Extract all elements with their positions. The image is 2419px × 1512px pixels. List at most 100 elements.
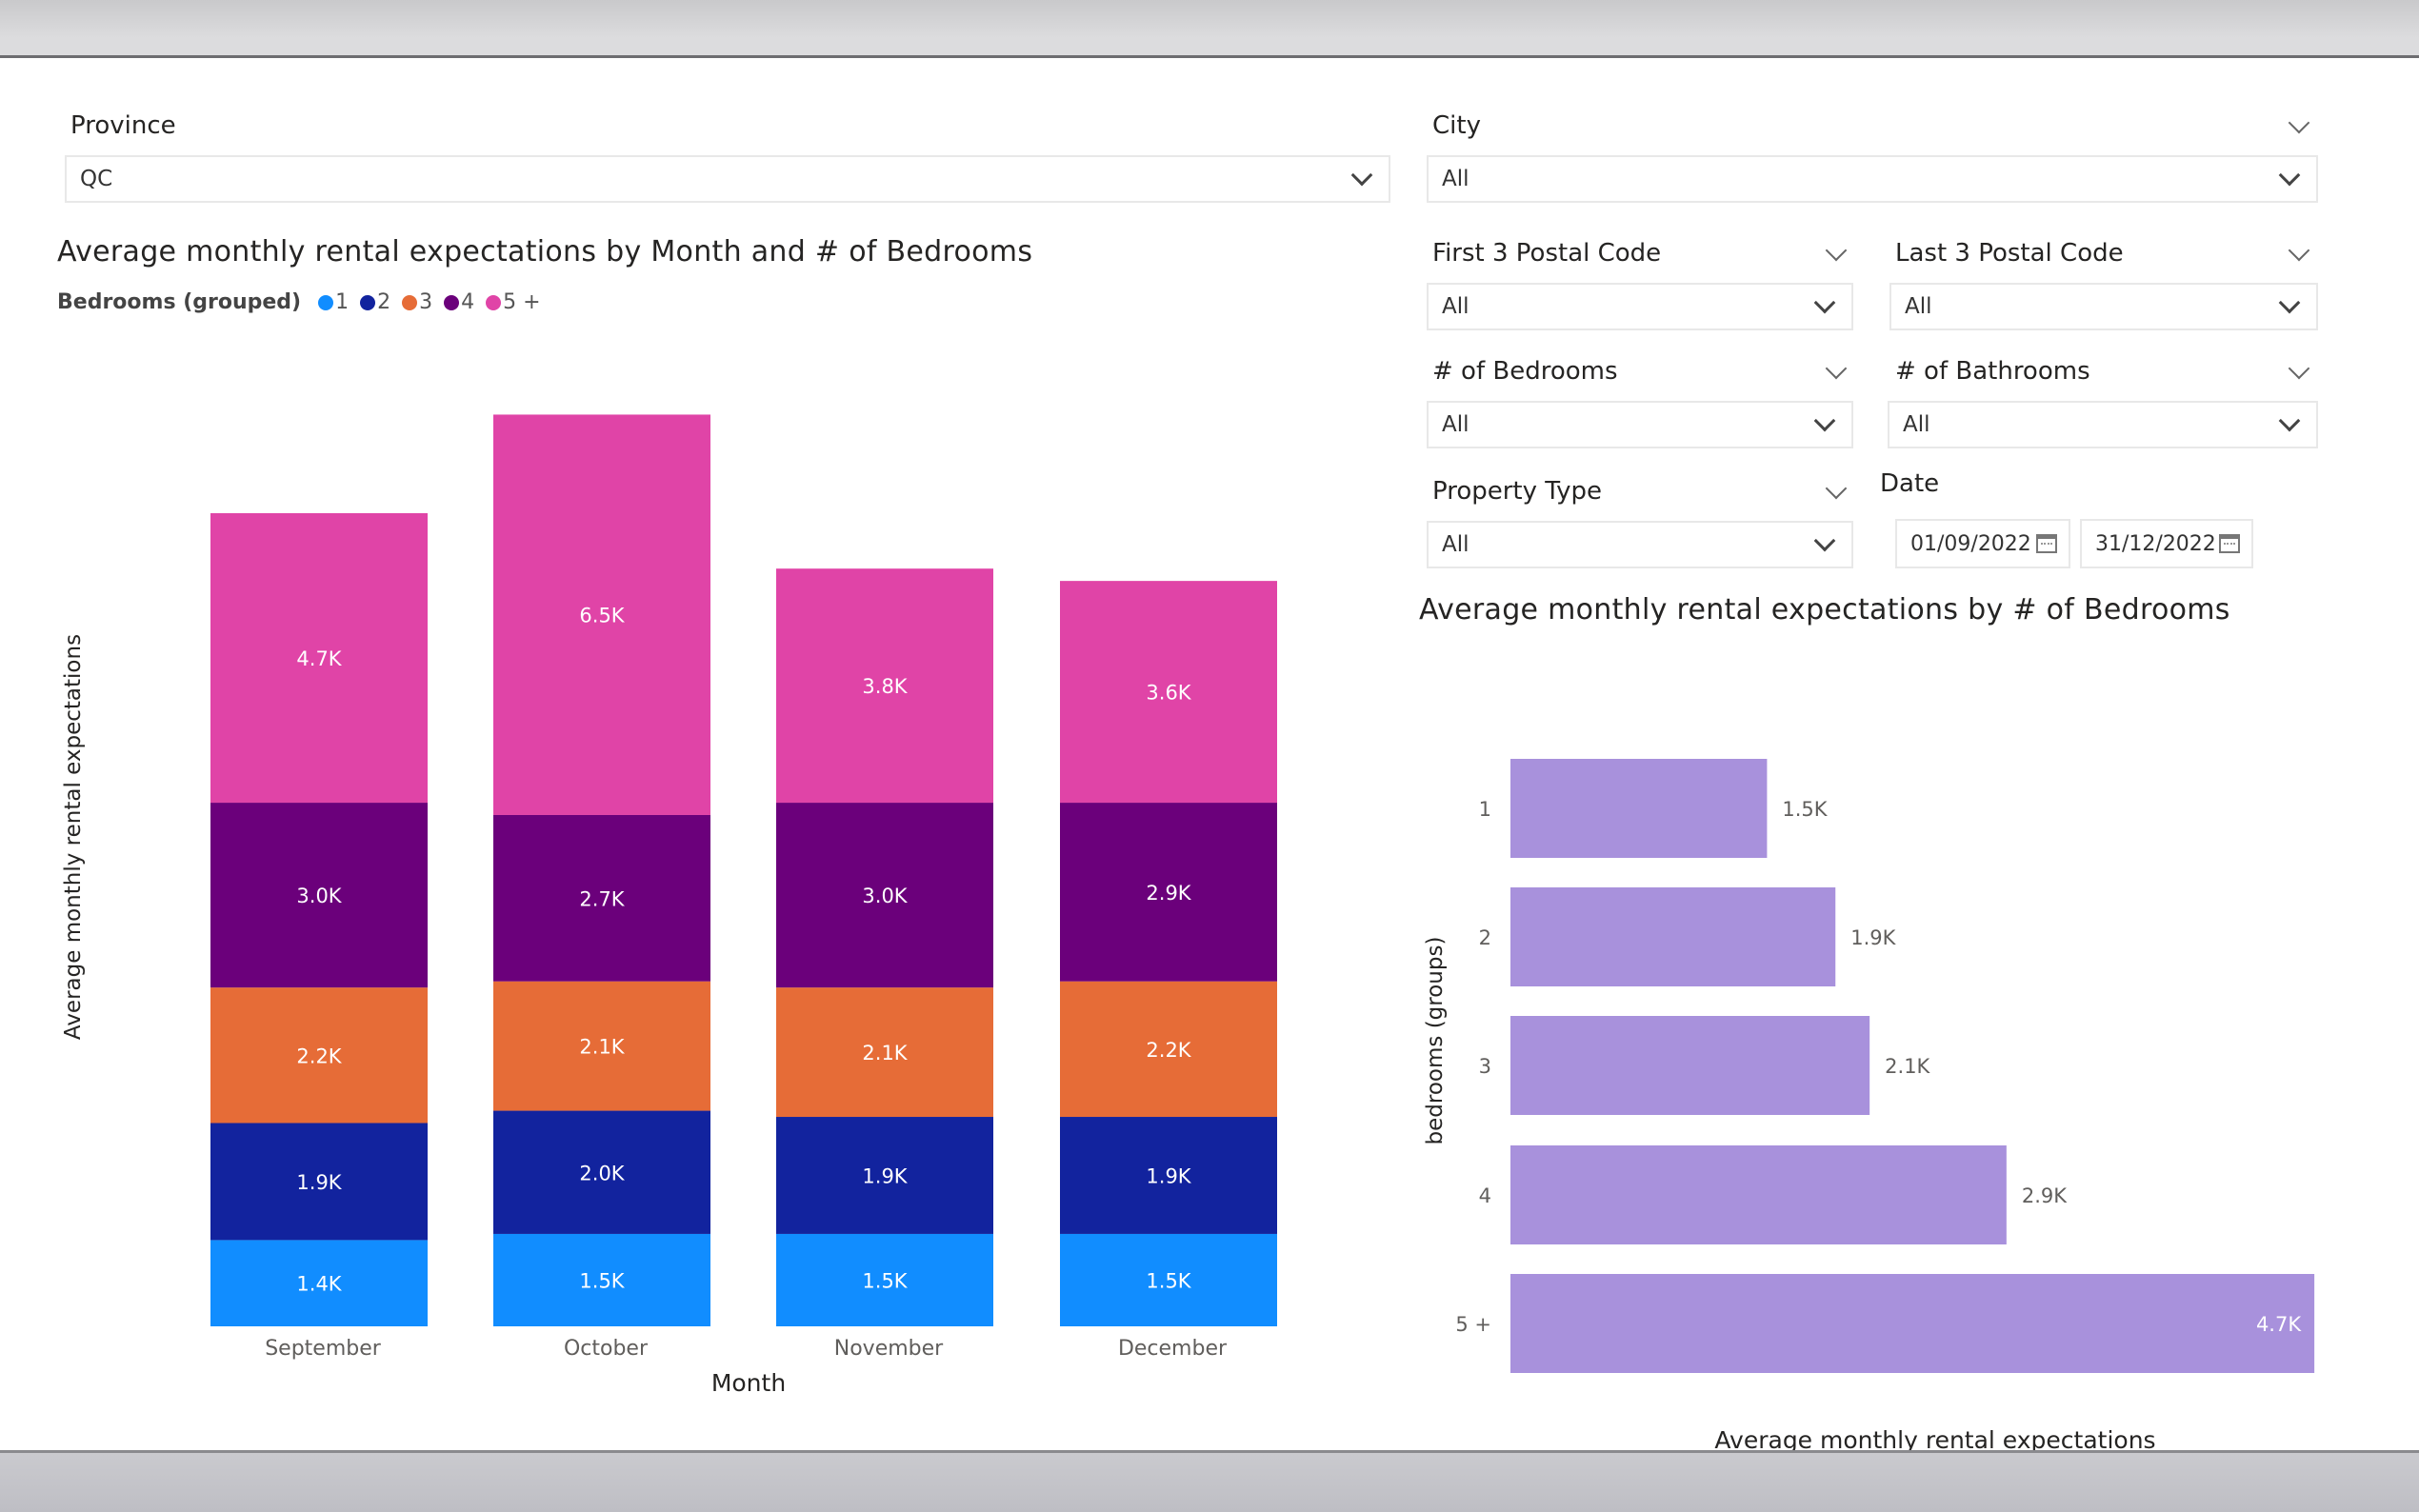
bar-segment[interactable] <box>210 512 428 804</box>
property-type-slicer-title: Property Type <box>1432 477 1603 506</box>
data-label: 2.1K <box>1885 1055 1930 1078</box>
hbar[interactable] <box>1510 1145 2007 1244</box>
data-label: 1.5K <box>1146 1269 1191 1292</box>
property-type-dropdown[interactable]: All <box>1427 521 1853 568</box>
bar-segment[interactable] <box>776 987 993 1118</box>
bathrooms-dropdown[interactable]: All <box>1888 401 2318 448</box>
legend-item-4[interactable]: 4 <box>444 290 474 314</box>
chevron-down-icon[interactable] <box>2288 239 2310 262</box>
bar-segment[interactable] <box>493 981 710 1111</box>
legend-dot <box>444 294 460 310</box>
bar-segment[interactable] <box>776 803 993 988</box>
data-label: 2.1K <box>579 1036 625 1059</box>
bathrooms-slicer-title: # of Bathrooms <box>1895 357 2090 386</box>
chevron-down-icon <box>1813 291 1836 314</box>
y-axis-title: bedrooms (groups) <box>1423 937 1448 1145</box>
bedrooms-dropdown[interactable]: All <box>1427 401 1853 448</box>
bar-segment[interactable] <box>1060 981 1277 1118</box>
data-label: 2.2K <box>296 1044 342 1067</box>
data-label: 2.0K <box>579 1162 625 1184</box>
hbar[interactable] <box>1510 1274 2315 1373</box>
bar-segment[interactable] <box>776 1117 993 1234</box>
calendar-icon[interactable] <box>2036 534 2057 553</box>
chevron-down-icon <box>1813 409 1836 432</box>
bar-segment[interactable] <box>493 1110 710 1234</box>
province-dropdown[interactable]: QC <box>65 155 1390 203</box>
x-axis-title: Average monthly rental expectations <box>1714 1426 2155 1453</box>
hbar[interactable] <box>1510 759 1768 858</box>
data-label: 4.7K <box>296 647 342 670</box>
calendar-icon[interactable] <box>2219 534 2240 553</box>
data-label: 1.9K <box>862 1164 908 1187</box>
bar-segment[interactable] <box>210 803 428 988</box>
bar-segment[interactable] <box>210 1123 428 1241</box>
data-label: 1.9K <box>1850 926 1896 949</box>
legend-dot <box>318 294 334 310</box>
legend-label: 3 <box>419 290 433 314</box>
legend-item-3[interactable]: 3 <box>402 290 432 314</box>
bar-segment[interactable] <box>1060 1233 1277 1326</box>
chevron-down-icon <box>2278 291 2301 314</box>
chevron-down-icon[interactable] <box>1825 477 1848 500</box>
x-tick-label: December <box>1118 1337 1228 1361</box>
chevron-down-icon <box>2278 164 2301 187</box>
x-tick-label: November <box>834 1337 944 1361</box>
city-dropdown-value: All <box>1442 167 1469 191</box>
data-label: 2.2K <box>1146 1039 1191 1062</box>
chevron-down-icon[interactable] <box>1825 357 1848 380</box>
province-slicer-title: Province <box>70 111 176 140</box>
legend-label: 5 + <box>503 290 541 314</box>
date-slicer-title: Date <box>1880 469 1940 498</box>
legend-label: 1 <box>335 290 350 314</box>
date-start-input[interactable]: 01/09/2022 <box>1895 519 2070 568</box>
data-label: 2.9K <box>1146 882 1191 905</box>
report-canvas: Province QC City All First 3 Postal Code… <box>0 55 2419 1453</box>
stacked-chart-title: Average monthly rental expectations by M… <box>57 235 1033 269</box>
last3-dropdown-value: All <box>1905 294 1932 319</box>
legend-title: Bedrooms (grouped) <box>57 290 302 314</box>
stacked-chart-legend: Bedrooms (grouped) 1 2 3 4 5 + <box>57 290 547 314</box>
bar-segment[interactable] <box>1060 1117 1277 1234</box>
bedrooms-dropdown-value: All <box>1442 412 1469 437</box>
data-label: 1.4K <box>296 1273 342 1296</box>
bar-segment[interactable] <box>1060 803 1277 982</box>
legend-item-1[interactable]: 1 <box>318 290 349 314</box>
legend-label: 4 <box>461 290 475 314</box>
y-tick-label: 5 + <box>1455 1313 1491 1336</box>
city-slicer-title: City <box>1432 111 1481 140</box>
city-dropdown[interactable]: All <box>1427 155 2318 203</box>
bar-segment[interactable] <box>776 568 993 804</box>
bedrooms-slicer-title: # of Bedrooms <box>1432 357 1618 386</box>
chevron-down-icon[interactable] <box>2288 357 2310 380</box>
data-label: 1.5K <box>1782 798 1828 821</box>
bar-segment[interactable] <box>210 987 428 1124</box>
data-label: 1.5K <box>579 1269 625 1292</box>
first3-dropdown-value: All <box>1442 294 1469 319</box>
bar-segment[interactable] <box>493 814 710 982</box>
bar-segment[interactable] <box>210 1240 428 1326</box>
y-tick-label: 4 <box>1479 1184 1491 1207</box>
bar-segment[interactable] <box>1060 581 1277 804</box>
first3-slicer-title: First 3 Postal Code <box>1432 239 1662 268</box>
legend-item-2[interactable]: 2 <box>360 290 390 314</box>
date-end-input[interactable]: 31/12/2022 <box>2080 519 2253 568</box>
bar-segment[interactable] <box>493 414 710 815</box>
x-tick-label: September <box>265 1337 382 1361</box>
hbar[interactable] <box>1510 887 1836 986</box>
hbar[interactable] <box>1510 1016 1870 1115</box>
legend-item-5[interactable]: 5 + <box>486 290 541 314</box>
last3-dropdown[interactable]: All <box>1889 283 2318 330</box>
legend-dot <box>486 294 502 310</box>
chevron-down-icon[interactable] <box>1825 239 1848 262</box>
chevron-down-icon <box>2278 409 2301 432</box>
x-tick-label: October <box>564 1337 649 1361</box>
horizontal-bar-chart: 1 1.5K 2 1.9K 3 2.1K 4 2.9K 5 + 4.7K Average month… <box>1423 759 2315 1453</box>
y-tick-label: 2 <box>1479 926 1491 949</box>
first3-dropdown[interactable]: All <box>1427 283 1853 330</box>
date-end-value: 31/12/2022 <box>2095 531 2216 556</box>
bar-segment[interactable] <box>776 1233 993 1326</box>
bar-segment[interactable] <box>493 1233 710 1326</box>
chevron-down-icon[interactable] <box>2288 111 2310 134</box>
data-label: 6.5K <box>579 605 625 627</box>
data-label: 3.6K <box>1146 682 1191 705</box>
